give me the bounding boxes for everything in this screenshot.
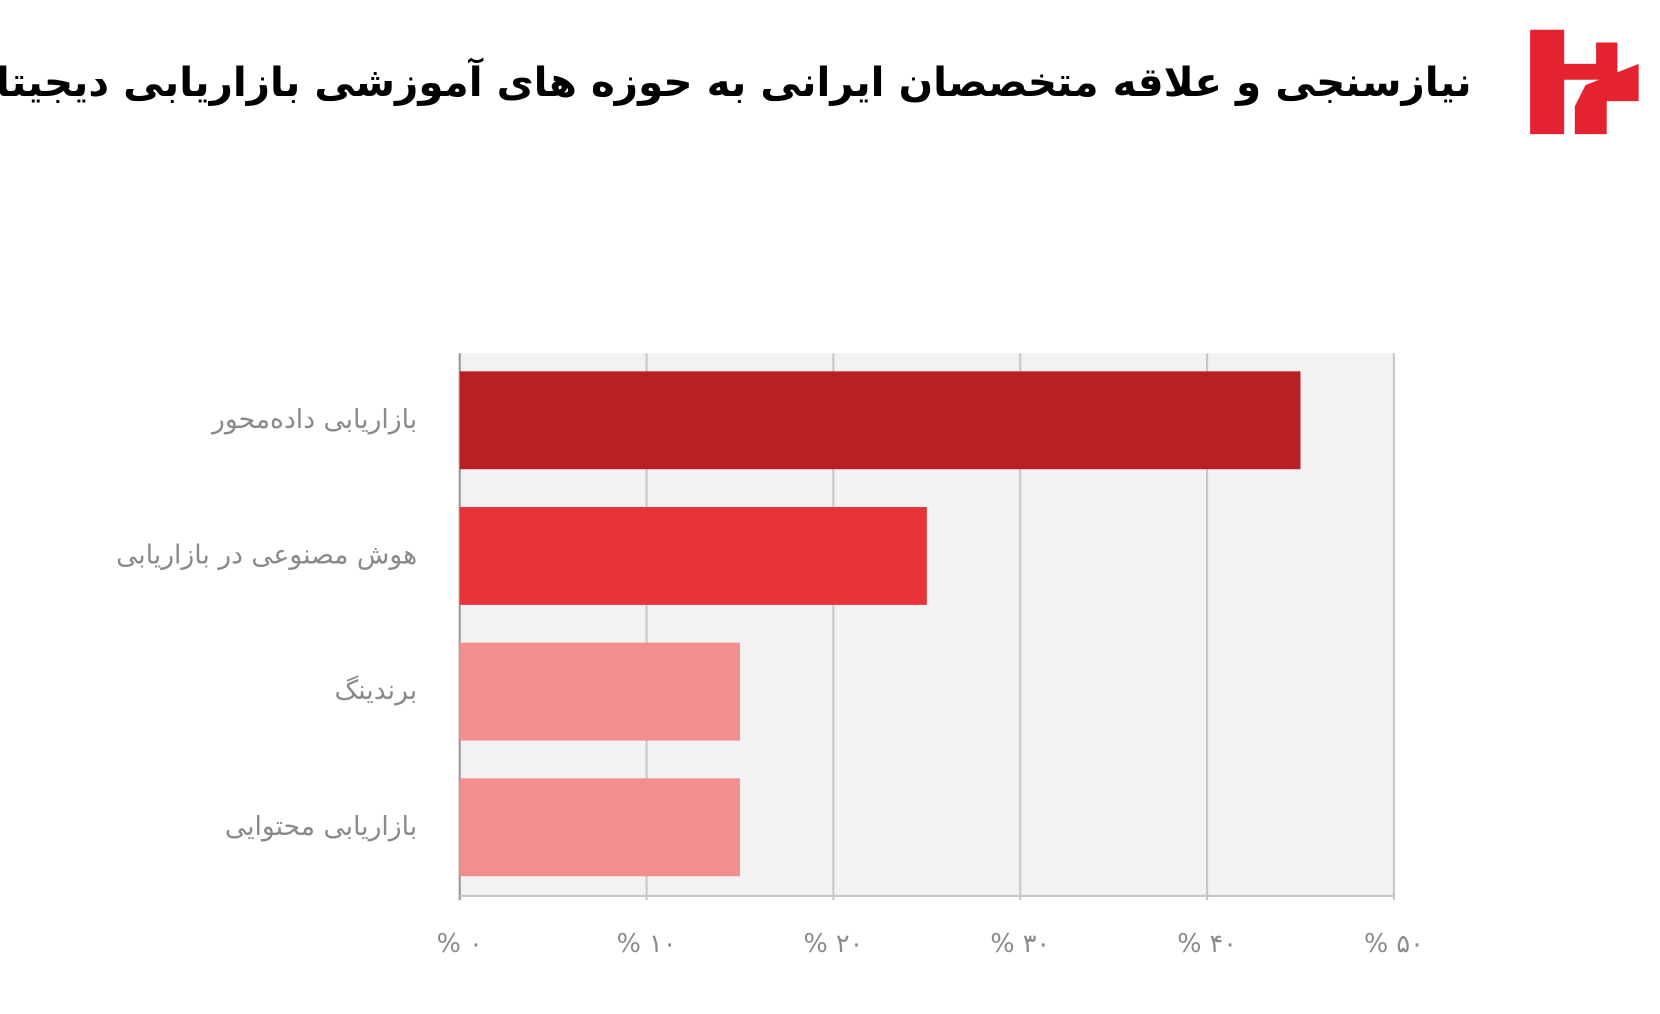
bar <box>459 642 740 741</box>
logo <box>1530 29 1639 135</box>
bar <box>459 507 927 605</box>
x-tick-label: % ۲۰ <box>804 929 864 959</box>
x-tick-label: % ۴۰ <box>1177 929 1237 959</box>
x-tick-label: % ۳۰ <box>990 929 1050 959</box>
y-tick-label: بازاریابی داده‌محور <box>210 404 417 435</box>
y-tick-label: بازاریابی محتوایی <box>225 811 417 842</box>
x-tick-label: % ۵۰ <box>1364 929 1424 959</box>
bar <box>459 371 1301 470</box>
y-tick-label: هوش مصنوعی در بازاریابی <box>116 539 417 570</box>
y-tick-label: برندینگ <box>334 675 417 706</box>
bar <box>459 778 740 877</box>
chart-title: نیازسنجی و علاقه متخصصان ایرانی به حوزه … <box>0 57 1472 106</box>
x-tick-label: % ۱۰ <box>617 929 677 959</box>
x-tick-label: % ۰ <box>437 929 483 959</box>
